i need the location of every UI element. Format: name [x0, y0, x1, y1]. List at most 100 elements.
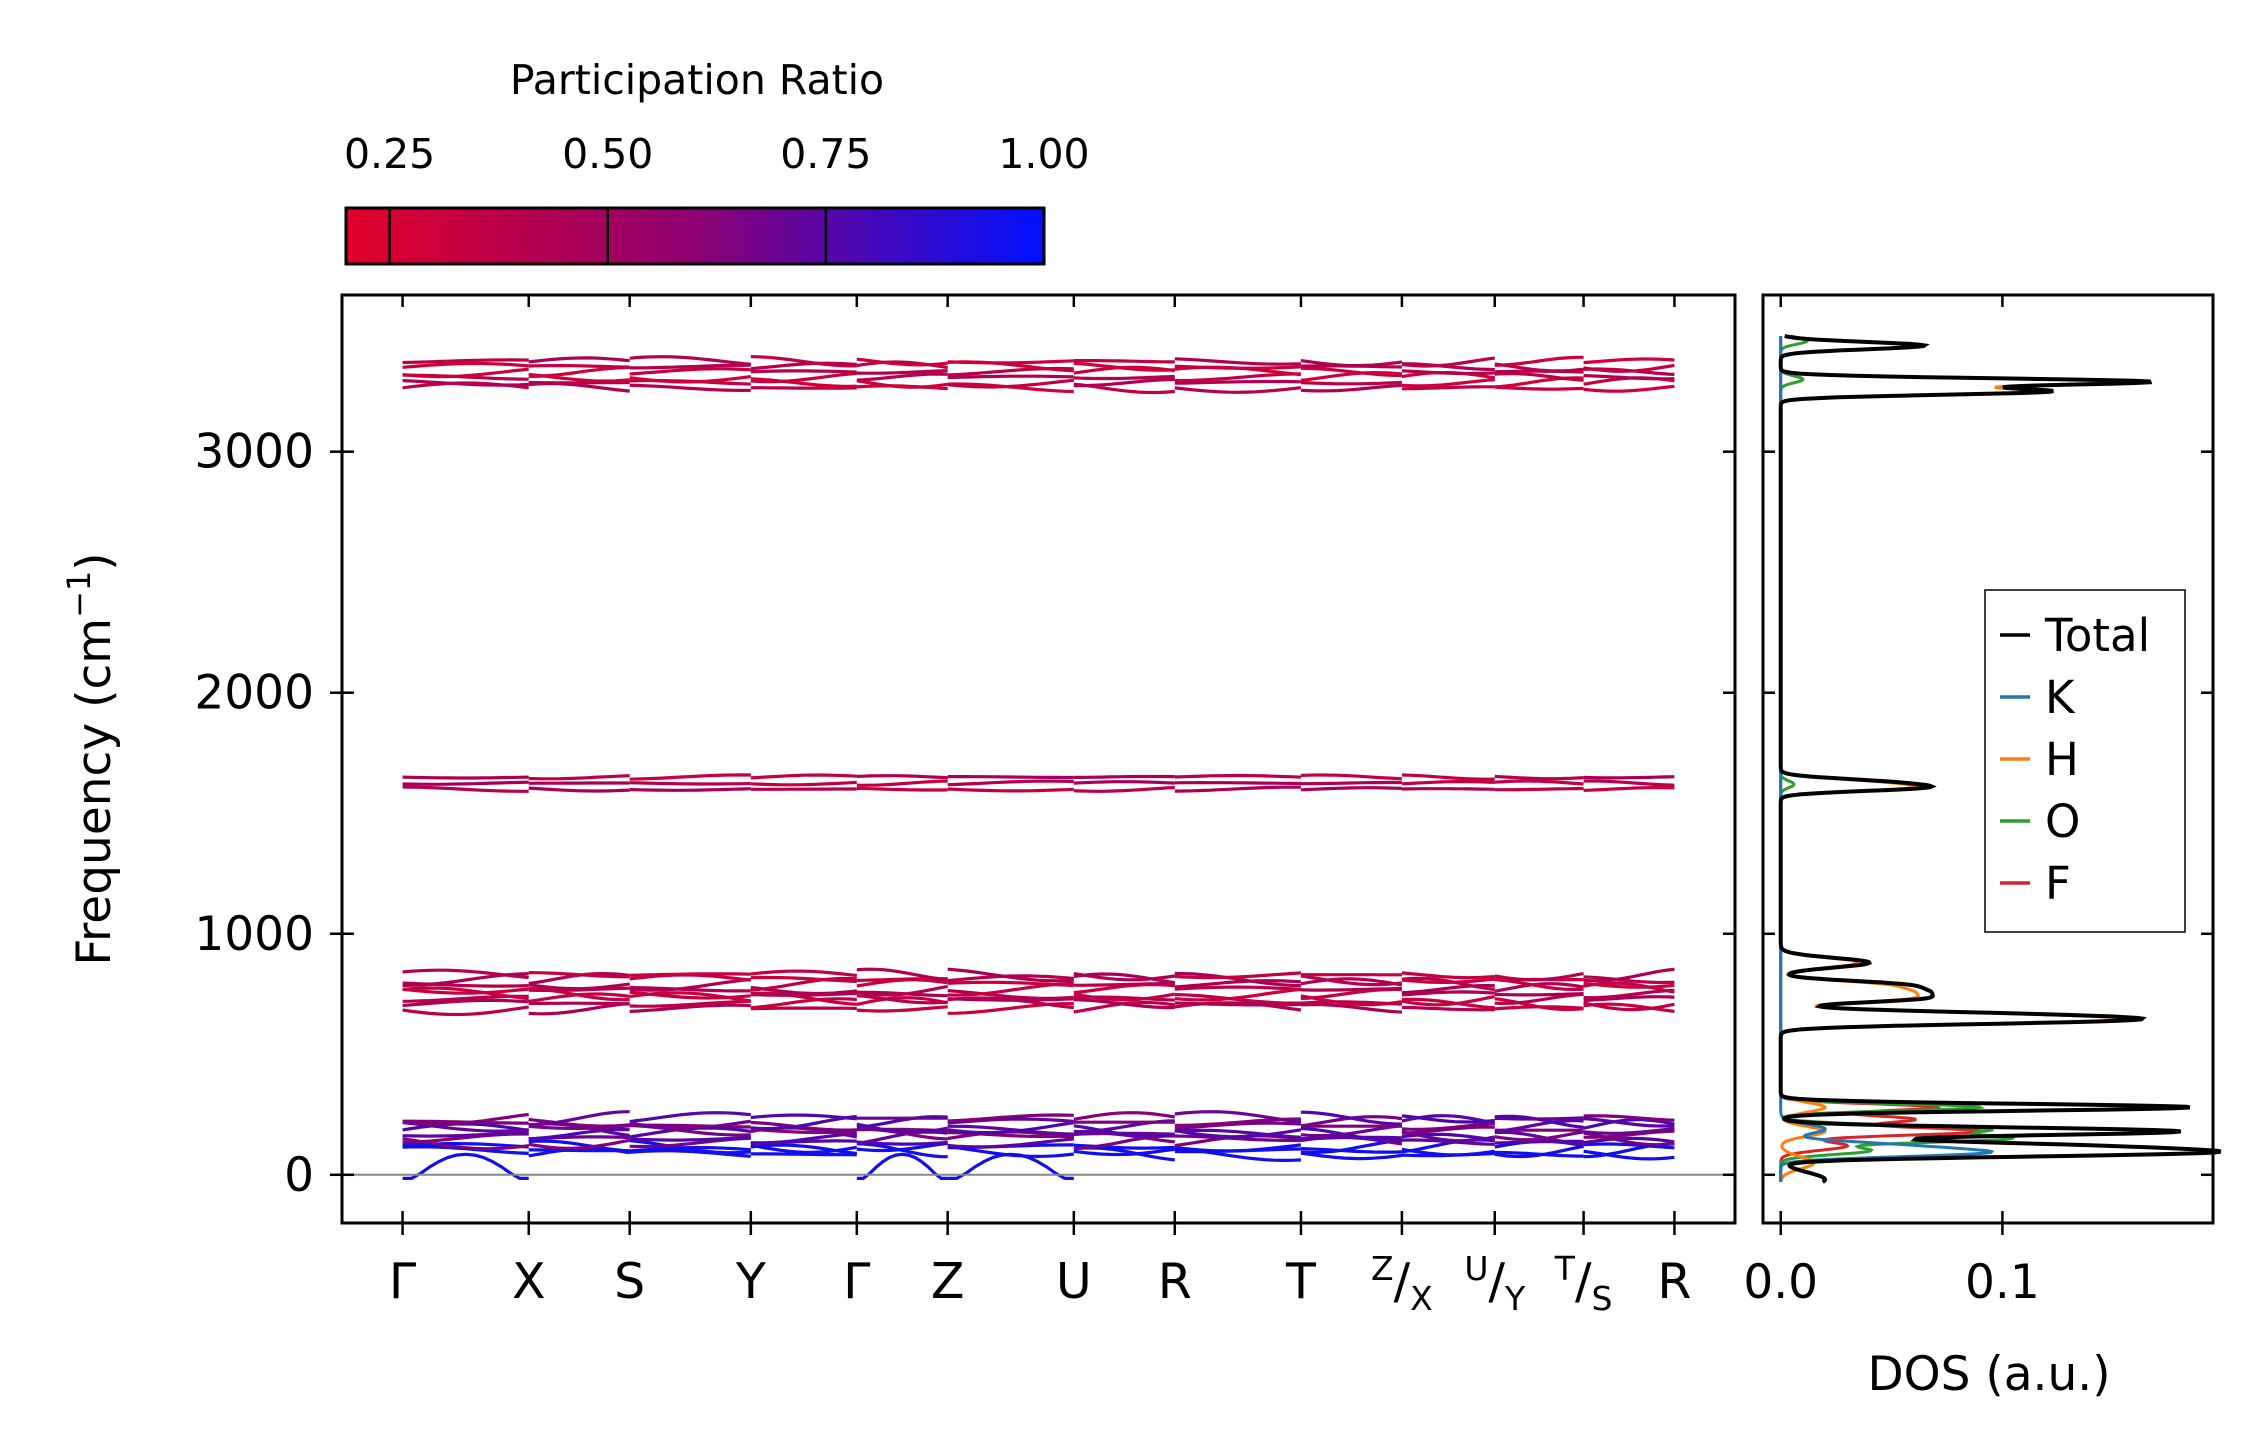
- band-line: [947, 967, 1074, 983]
- kpoint-label-sub: Y: [1504, 1279, 1526, 1318]
- band-line: [1401, 787, 1495, 791]
- dos-line-k: [1779, 336, 1995, 1182]
- band-line: [1401, 971, 1495, 980]
- band-line: [1583, 779, 1675, 787]
- y-tick-label: 1000: [194, 907, 314, 962]
- band-line: [947, 787, 1074, 793]
- band-line: [750, 361, 857, 371]
- band-line: [1494, 372, 1584, 382]
- band-line: [1583, 1114, 1675, 1122]
- band-line: [1300, 1135, 1402, 1141]
- band-line: [402, 986, 529, 1001]
- kpoint-label-sub: X: [1410, 1279, 1433, 1318]
- kpoint-label: U/Y: [1464, 1249, 1526, 1318]
- band-line: [856, 1005, 948, 1013]
- band-line: [528, 1110, 630, 1127]
- band-line: [1300, 786, 1402, 792]
- band-line: [629, 999, 751, 1008]
- band-line: [1401, 369, 1495, 376]
- band-line: [1401, 773, 1495, 781]
- band-line: [629, 977, 751, 992]
- legend-label-total: Total: [2044, 609, 2150, 662]
- band-line: [1583, 384, 1675, 393]
- band-line: [528, 971, 630, 979]
- band-line: [402, 1141, 529, 1149]
- band-line: [1174, 1121, 1301, 1130]
- band-line: [1073, 786, 1175, 793]
- band-line: [750, 355, 857, 368]
- band-line: [1583, 995, 1675, 1003]
- colorbar-tick-label: 0.75: [780, 130, 871, 178]
- band-line: [1300, 780, 1402, 786]
- band-line: [402, 998, 529, 1008]
- band-line: [402, 780, 529, 786]
- band-line: [1073, 359, 1175, 364]
- band-line: [750, 969, 857, 978]
- kpoint-label: T: [1285, 1253, 1317, 1310]
- band-line: [1583, 967, 1675, 983]
- band-line: [1583, 1149, 1675, 1161]
- band-line: [1174, 379, 1301, 385]
- band-line: [1174, 372, 1301, 383]
- band-line: [1073, 1124, 1175, 1138]
- band-line: [1494, 982, 1584, 993]
- band-line: [1583, 1142, 1675, 1150]
- band-line: [1583, 981, 1675, 989]
- band-line: [629, 1003, 751, 1013]
- band-line: [1583, 357, 1675, 365]
- band-line: [947, 1121, 1075, 1135]
- kpoint-label: Z/X: [1371, 1249, 1433, 1318]
- band-line: [1401, 995, 1496, 1007]
- band-line: [1494, 1130, 1584, 1146]
- kpoint-label-main: /: [1488, 1253, 1505, 1310]
- band-line: [856, 984, 948, 997]
- band-line: [1401, 977, 1495, 985]
- band-line: [1401, 356, 1496, 368]
- kpoint-label-sup: T: [1554, 1249, 1576, 1288]
- band-line: [1174, 985, 1301, 991]
- band-line: [528, 1001, 630, 1006]
- band-line: [1583, 374, 1675, 381]
- band-line: [1583, 1129, 1675, 1139]
- band-line: [1174, 1110, 1302, 1124]
- band-line: [1583, 785, 1675, 792]
- band-line: [947, 359, 1074, 365]
- band-line: [856, 774, 948, 780]
- band-line: [856, 994, 948, 1005]
- band-line: [750, 975, 857, 983]
- dos-line-o: [1779, 334, 2017, 1182]
- band-line: [1300, 383, 1403, 393]
- colorbar-label: Participation Ratio: [510, 56, 884, 104]
- band-line: [1401, 1114, 1495, 1124]
- band-line: [947, 374, 1074, 380]
- band-line: [528, 982, 630, 991]
- band-line: [1073, 780, 1175, 785]
- band-line: [1300, 1147, 1402, 1154]
- band-line: [528, 1127, 630, 1141]
- band-line: [947, 980, 1074, 988]
- band-line: [1401, 362, 1495, 372]
- band-line: [1494, 385, 1584, 391]
- band-line: [1174, 785, 1301, 793]
- band-line: [750, 1143, 858, 1155]
- band-line: [750, 997, 857, 1010]
- kpoint-label: T/S: [1554, 1249, 1613, 1318]
- band-line: [1300, 974, 1403, 987]
- band-line: [1174, 987, 1302, 1002]
- kpoint-label: R: [1657, 1253, 1691, 1310]
- band-line: [528, 382, 630, 393]
- band-line: [528, 365, 630, 378]
- band-lines: [402, 355, 1675, 1181]
- band-line: [856, 996, 949, 1006]
- band-line: [856, 786, 948, 792]
- colorbar-tick-label: 0.50: [562, 130, 653, 178]
- band-line: [1174, 971, 1302, 980]
- band-line: [750, 780, 857, 787]
- dos-lines: [1778, 334, 2222, 1184]
- band-line: [1073, 361, 1175, 372]
- y-tick-label: 0: [284, 1148, 314, 1203]
- band-line: [947, 1124, 1074, 1136]
- legend-label-f: F: [2045, 857, 2071, 910]
